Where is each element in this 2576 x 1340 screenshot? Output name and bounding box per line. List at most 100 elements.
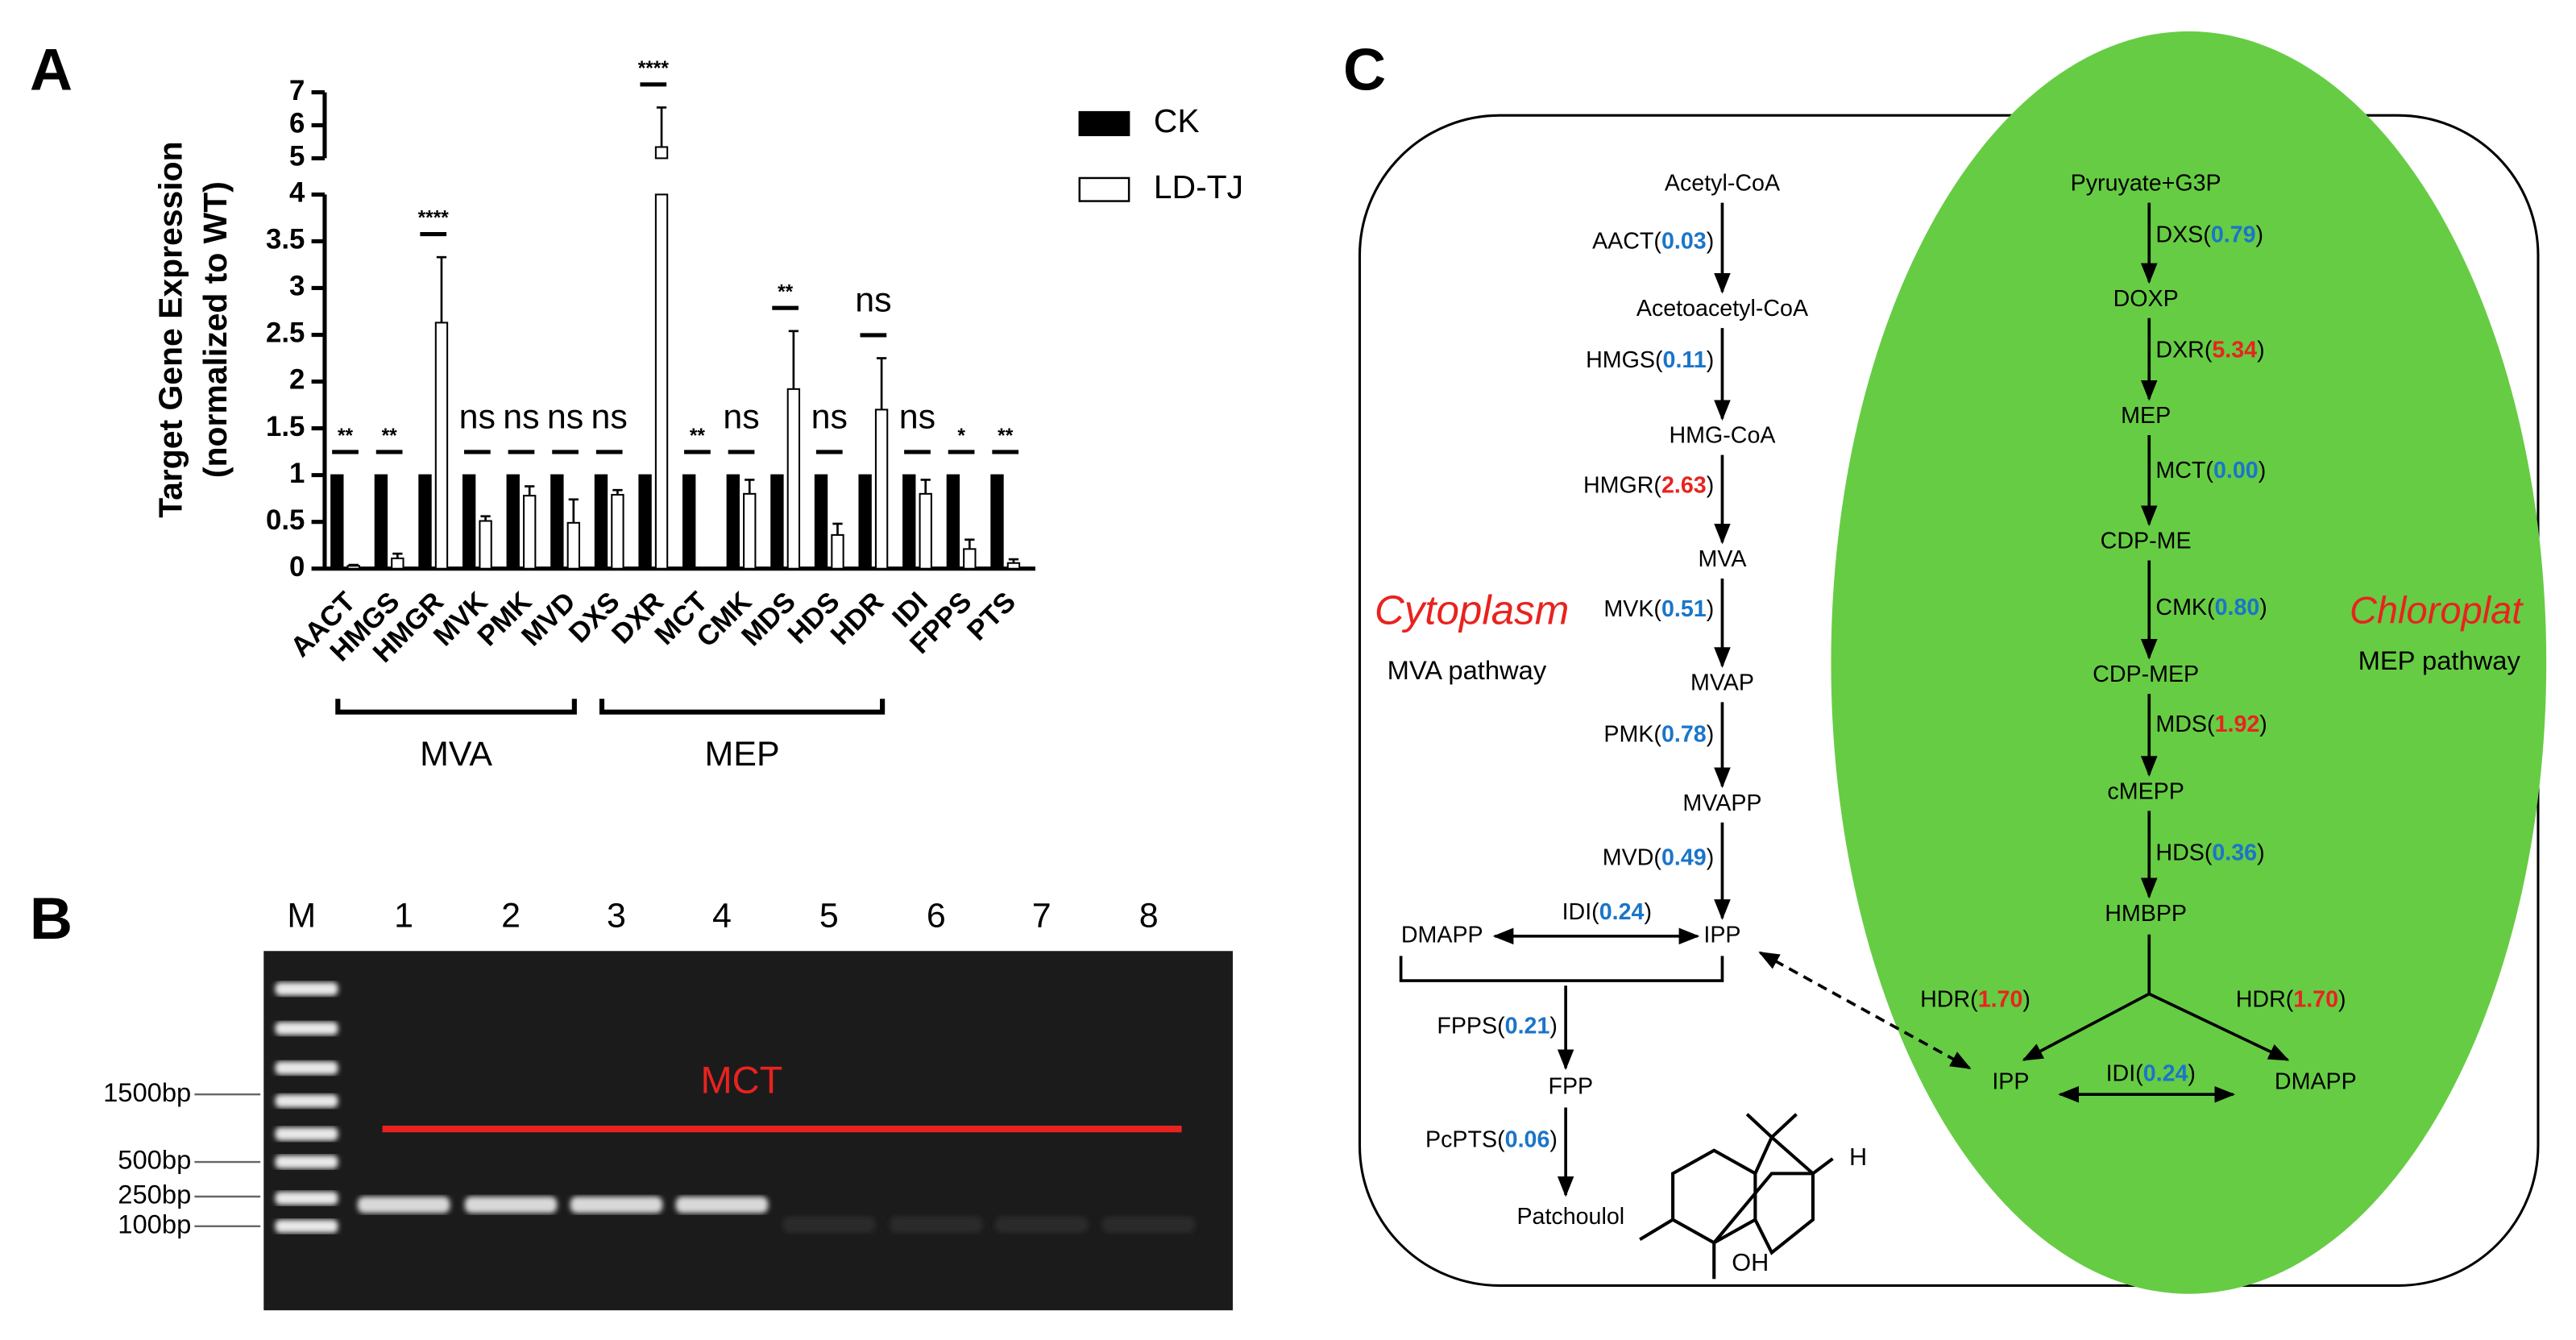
faint-band: [890, 1216, 983, 1234]
significance-label: ns: [547, 397, 583, 436]
legend-swatch: [1078, 110, 1130, 136]
bracket: (: [2205, 458, 2213, 483]
bracket: (: [1655, 347, 1663, 373]
pathway-node: Patchoulol: [1516, 1204, 1624, 1230]
faint-band: [782, 1216, 876, 1234]
pathway-node: CDP-ME: [2101, 529, 2192, 554]
enzyme-ratio: 0.00: [2213, 458, 2259, 483]
y-tick-label: 0.5: [266, 505, 305, 536]
y-axis-label: (normalized to WT): [197, 181, 234, 478]
bar: [963, 548, 977, 570]
enzyme-ratio: 1.70: [2293, 986, 2338, 1012]
bar: [330, 474, 344, 570]
bar: [919, 492, 932, 570]
x-tick-label: HDR: [825, 587, 890, 651]
bracket: ): [1707, 721, 1715, 747]
legend-swatch: [1078, 176, 1130, 202]
arrow: [2148, 992, 2290, 1061]
legend-label: CK: [1154, 102, 1200, 139]
group-bracket: [335, 699, 577, 715]
chloroplast-shape: [1831, 31, 2547, 1294]
enzyme-ratio: 1.92: [2215, 711, 2260, 737]
bar: [654, 193, 669, 570]
gel-title: MCT: [701, 1058, 783, 1101]
y-tick-label: 3: [289, 272, 305, 302]
pathway-node: MVAP: [1690, 670, 1754, 695]
enzyme-ratio: 0.11: [1663, 347, 1707, 373]
bar: [858, 474, 872, 570]
bracket: ): [2338, 986, 2346, 1012]
bracket: ): [2259, 594, 2267, 620]
pathway-node: FPP: [1548, 1074, 1593, 1100]
enzyme-label: HDR(1.70): [1920, 986, 2031, 1012]
bracket: (: [2286, 986, 2294, 1012]
enzyme-label: HMGR(2.63): [1583, 472, 1714, 498]
lane-label: 3: [607, 897, 626, 936]
y-tick-label: 6: [289, 109, 305, 139]
significance-label: ****: [418, 208, 450, 230]
bar: [874, 409, 889, 570]
lane-label: 8: [1139, 897, 1159, 936]
bar: [523, 495, 537, 570]
significance-label: **: [690, 425, 706, 447]
enzyme-ratio: 0.21: [1505, 1013, 1550, 1039]
bar: [682, 474, 696, 570]
enzyme-name: HMGS: [1586, 347, 1655, 373]
bracket: ): [1549, 1126, 1558, 1152]
significance-label: **: [382, 425, 398, 447]
lane-label: 1: [394, 897, 413, 936]
lane-label: 6: [927, 897, 946, 936]
ladder-band: [275, 1022, 338, 1035]
group-label: MVA: [420, 735, 492, 774]
bar: [990, 474, 1004, 570]
enzyme-name: HMGR: [1583, 472, 1653, 498]
bracket: ): [1644, 899, 1652, 925]
ladder-band: [275, 982, 338, 996]
bracket: ): [1549, 1013, 1558, 1039]
y-tick-label: 4: [289, 178, 305, 209]
lane-label: 2: [501, 897, 521, 936]
arrow: [2022, 992, 2151, 1061]
dna-band: [357, 1197, 450, 1213]
bar: [814, 474, 828, 570]
enzyme-ratio: 0.79: [2211, 222, 2256, 247]
bracket: (: [1591, 899, 1599, 925]
y-axis-label: Target Gene Expression: [152, 141, 189, 517]
bracket: (: [1653, 595, 1661, 621]
enzyme-label: HDS(0.36): [2155, 840, 2264, 865]
enzyme-label: DXR(5.34): [2155, 337, 2264, 363]
faint-band: [995, 1216, 1088, 1234]
bar: [346, 565, 360, 570]
significance-label: ****: [638, 58, 670, 80]
bracket: (: [2205, 840, 2213, 865]
enzyme-name: MVK: [1603, 595, 1653, 621]
bar: [391, 557, 404, 570]
significance-label: **: [778, 281, 794, 303]
enzyme-name: HDS: [2155, 840, 2204, 865]
bracket: (: [2203, 222, 2211, 247]
join-line: [1399, 956, 1724, 982]
significance-label: **: [338, 425, 354, 447]
compartment-subtitle: MVA pathway: [1388, 655, 1547, 685]
pathway-node: MEP: [2121, 403, 2171, 429]
bracket: (: [1653, 228, 1661, 254]
ladder-band: [275, 1155, 338, 1169]
enzyme-label: FPPS(0.21): [1437, 1013, 1558, 1039]
legend-label: LD-TJ: [1154, 168, 1243, 205]
bar: [831, 533, 844, 570]
enzyme-ratio: 1.70: [1978, 986, 2023, 1012]
faint-band: [1102, 1216, 1195, 1234]
structure-label: H: [1849, 1143, 1867, 1171]
ladder-band: [275, 1219, 338, 1234]
y-tick-label: 0: [289, 552, 305, 583]
bar: [434, 322, 449, 570]
significance-label: ns: [855, 280, 891, 319]
bracket: ): [2259, 711, 2267, 737]
panel-label: C: [1343, 36, 1386, 103]
pathway-node: DOXP: [2113, 286, 2179, 312]
enzyme-name: MCT: [2155, 458, 2205, 483]
enzyme-label: IDI(0.24): [1562, 899, 1652, 925]
enzyme-name: DXS: [2155, 222, 2203, 247]
